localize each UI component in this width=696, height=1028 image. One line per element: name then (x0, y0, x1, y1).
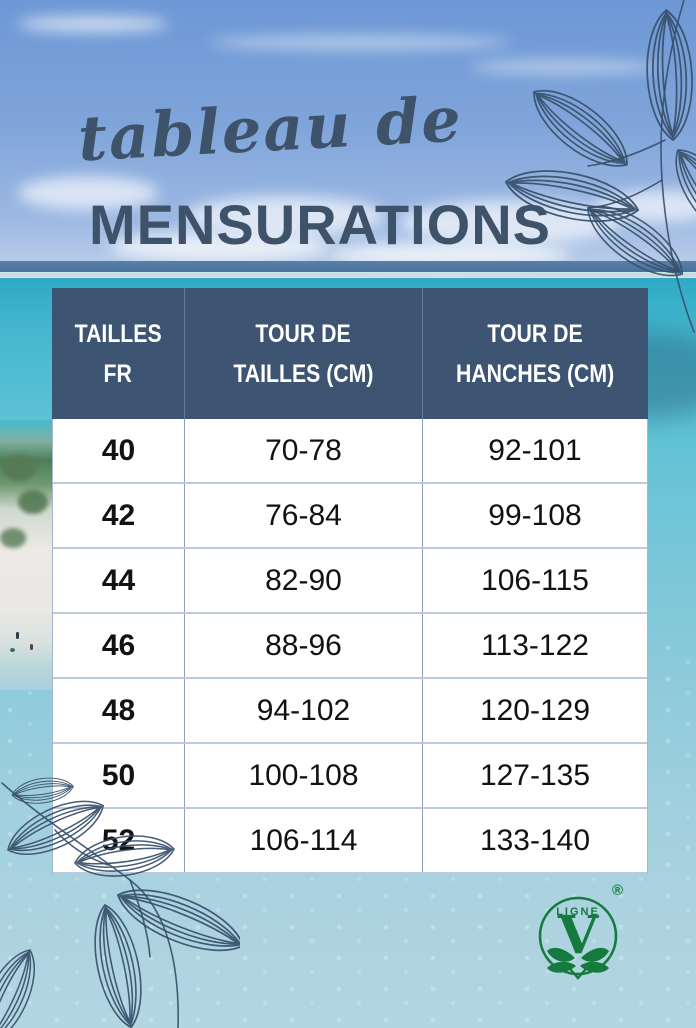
cloud (470, 60, 660, 74)
size-cell: 48 (53, 679, 185, 742)
hips-cell: 120-129 (479, 693, 591, 727)
waist-cell: 94-102 (185, 679, 423, 742)
waist-cell: 82-90 (185, 549, 423, 612)
page-title: MENSURATIONS (88, 193, 552, 256)
hips-cell: 127-135 (479, 758, 591, 792)
table-row: 42 76-84 99-108 (53, 484, 647, 549)
table-header-row: TAILLES FR TOUR DE TAILLES (CM) TOUR DE … (52, 288, 648, 419)
hips-cell: 133-140 (479, 823, 591, 857)
waist-cell: 106-114 (185, 809, 423, 872)
header-line: TOUR DE (487, 319, 584, 348)
cloud (210, 36, 510, 49)
header-line: TAILLES (CM) (233, 359, 374, 388)
table-row: 48 94-102 120-129 (53, 679, 647, 744)
beach-vegetation (18, 490, 48, 514)
size-cell: 44 (53, 549, 185, 612)
header-waist: TOUR DE TAILLES (CM) (185, 288, 423, 419)
cloud (18, 16, 168, 32)
beach-person (10, 648, 15, 652)
leaf-decoration-icon (500, 0, 696, 333)
header-line: TAILLES (74, 319, 162, 348)
size-cell: 50 (53, 744, 185, 807)
table-row: 40 70-78 92-101 (53, 419, 647, 484)
table-row: 50 100-108 127-135 (53, 744, 647, 809)
beach-person (30, 644, 33, 650)
hips-cell: 113-122 (481, 628, 589, 662)
brand-logo: LIGNE V (538, 896, 618, 980)
size-cell: 46 (53, 614, 185, 677)
table-row: 46 88-96 113-122 (53, 614, 647, 679)
beach-vegetation (2, 455, 36, 481)
hips-cell: 92-101 (488, 433, 582, 467)
waist-cell: 76-84 (185, 484, 423, 547)
waist-cell: 88-96 (185, 614, 423, 677)
header-line: TOUR DE (255, 319, 352, 348)
registered-mark: ® (612, 882, 624, 899)
leaf-decoration-icon (0, 773, 240, 1028)
header-line: HANCHES (CM) (456, 359, 615, 388)
size-cell: 40 (53, 419, 185, 482)
header-line: FR (103, 359, 133, 388)
cloud (185, 196, 385, 236)
waist-cell: 100-108 (185, 744, 423, 807)
header-sizes: TAILLES FR (52, 288, 185, 419)
cloud (400, 200, 620, 244)
waist-cell: 70-78 (185, 419, 423, 482)
cloud (18, 176, 158, 210)
beach-person (16, 632, 19, 639)
hips-cell: 106-115 (481, 563, 589, 597)
horizon-line (0, 261, 696, 273)
table-row: 44 82-90 106-115 (53, 549, 647, 614)
hips-cell: 99-108 (488, 498, 582, 532)
size-cell: 42 (53, 484, 185, 547)
logo-brand-text: LIGNE (556, 906, 600, 918)
cloud (110, 232, 330, 262)
beach-vegetation (0, 528, 26, 548)
horizon-foam (0, 272, 696, 278)
header-hips: TOUR DE HANCHES (CM) (423, 288, 648, 419)
